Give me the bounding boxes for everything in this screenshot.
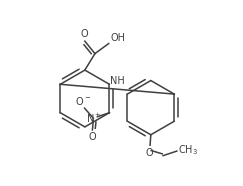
- Text: O: O: [89, 132, 96, 142]
- Text: CH$_3$: CH$_3$: [178, 143, 198, 157]
- Text: O: O: [80, 29, 88, 39]
- Text: O: O: [146, 148, 153, 158]
- Text: OH: OH: [110, 33, 125, 43]
- Text: NH: NH: [110, 76, 125, 86]
- Text: N$^+$: N$^+$: [86, 112, 101, 125]
- Text: O$^-$: O$^-$: [75, 95, 91, 107]
